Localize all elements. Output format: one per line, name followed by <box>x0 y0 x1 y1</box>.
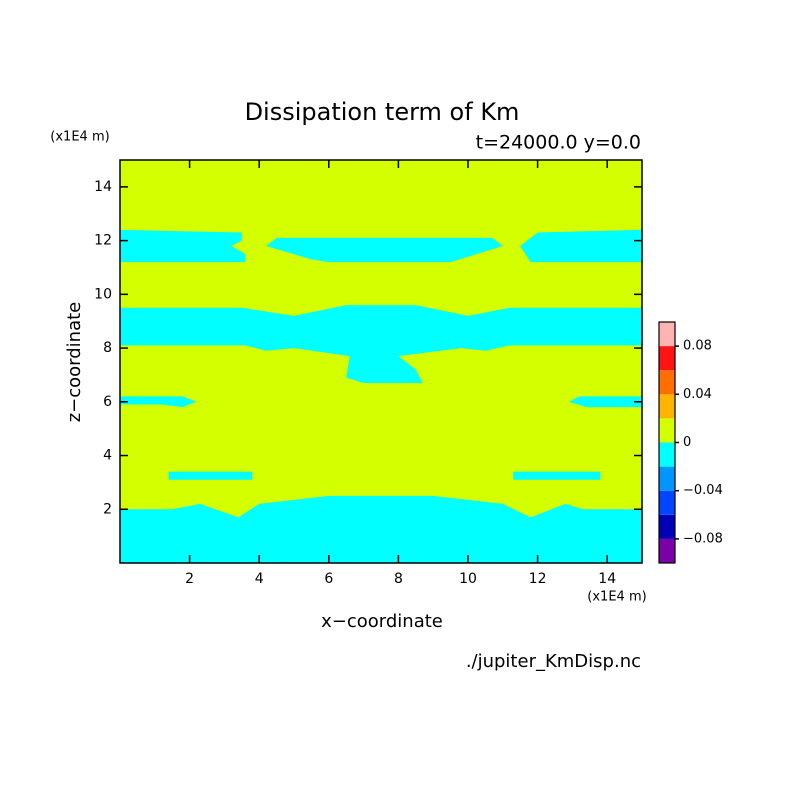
colorbar-bin <box>659 490 675 515</box>
colorbar-tick-label: 0.04 <box>683 387 712 402</box>
x-tick-label: 10 <box>459 571 477 587</box>
colorbar-bin <box>659 442 675 467</box>
colorbar-bin <box>659 514 675 539</box>
x-unit: (x1E4 m) <box>587 590 646 605</box>
contour-region <box>266 237 503 263</box>
x-tick-label: 4 <box>255 571 264 587</box>
x-tick-label: 12 <box>529 571 547 587</box>
colorbar-tick-label: −0.08 <box>683 531 723 546</box>
y-tick-label: 10 <box>94 286 112 302</box>
y-tick-label: 2 <box>103 501 112 517</box>
contour-region <box>120 305 642 383</box>
colorbar-bin <box>659 322 675 347</box>
y-tick-label: 8 <box>103 340 112 356</box>
colorbar-bin <box>659 418 675 443</box>
colorbar-bin <box>659 394 675 419</box>
chart-subtitle: t=24000.0 y=0.0 <box>476 132 641 154</box>
contour-region <box>168 471 253 480</box>
x-tick-label: 14 <box>598 571 616 587</box>
colorbar-tick-label: 0 <box>683 435 691 450</box>
y-tick-label: 12 <box>94 233 112 249</box>
contour-region <box>120 229 246 263</box>
contour-region <box>120 495 642 563</box>
source-label: ./jupiter_KmDisp.nc <box>466 651 641 672</box>
y-axis-label: z−coordinate <box>64 302 85 423</box>
colorbar-tick-label: −0.04 <box>683 483 723 498</box>
contour-region <box>513 471 601 480</box>
colorbar-tick-label: 0.08 <box>683 339 712 354</box>
colorbar-bin <box>659 466 675 491</box>
colorbar-bin <box>659 346 675 371</box>
plot-frame <box>119 159 643 564</box>
y-tick-label: 6 <box>103 394 112 410</box>
colorbar-bin <box>659 370 675 395</box>
y-unit: (x1E4 m) <box>50 130 109 145</box>
x-tick-label: 8 <box>394 571 403 587</box>
contour-region <box>568 396 642 408</box>
y-tick-label: 4 <box>103 448 112 464</box>
chart-title: Dissipation term of Km <box>245 98 520 126</box>
y-tick-label: 14 <box>94 179 112 195</box>
contour-region <box>520 229 642 263</box>
contour-region <box>120 396 197 408</box>
x-tick-label: 2 <box>185 571 194 587</box>
x-axis-label: x−coordinate <box>321 611 443 632</box>
colorbar-bin <box>659 538 675 563</box>
x-tick-label: 6 <box>324 571 333 587</box>
